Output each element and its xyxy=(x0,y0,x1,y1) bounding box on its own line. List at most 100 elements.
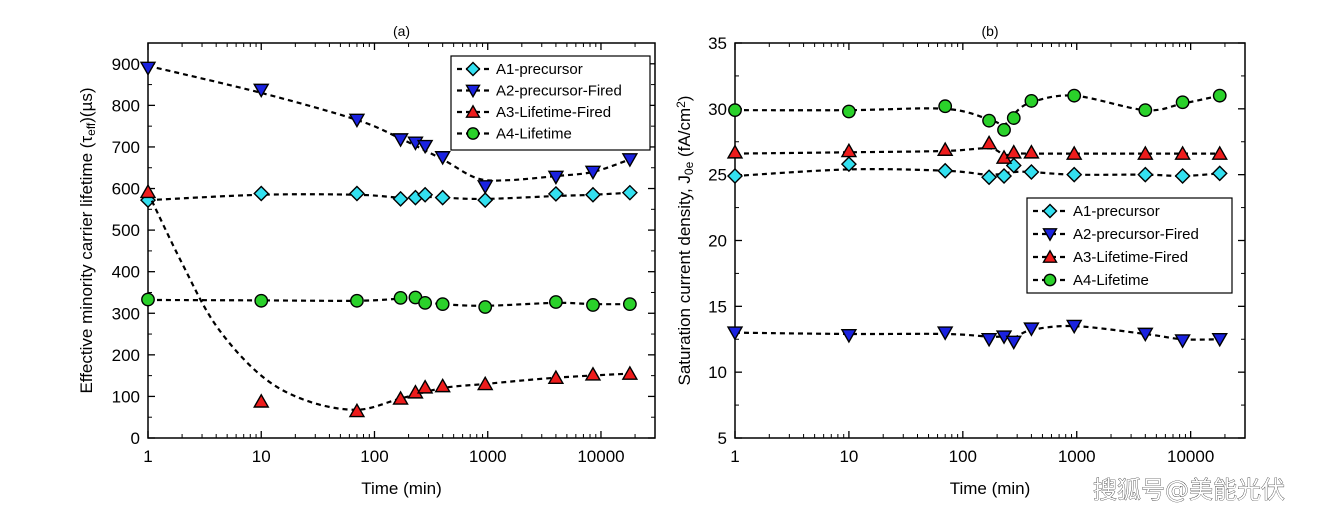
y-tick-label: 400 xyxy=(112,263,140,282)
data-point xyxy=(1175,95,1190,110)
y-axis-label-script: eff xyxy=(84,122,98,136)
plot-frame xyxy=(147,42,656,439)
y-tick-label: 200 xyxy=(112,346,140,365)
data-point xyxy=(418,295,433,310)
legend-label: A1-precursor xyxy=(496,61,583,78)
x-tick-label: 100 xyxy=(360,447,388,466)
legend-marker xyxy=(465,84,481,99)
watermark-text: 搜狐号@美能光伏 xyxy=(1093,476,1285,504)
legend-label: A2-precursor-Fired xyxy=(1073,226,1199,243)
y-tick-label: 700 xyxy=(112,138,140,157)
data-point xyxy=(1211,332,1228,348)
data-point xyxy=(348,185,365,202)
y-axis-label-part: Effective minority carrier lifetime (τ xyxy=(77,136,96,394)
data-point xyxy=(1023,144,1040,159)
y-axis-label-part: (fA/cm xyxy=(675,108,694,162)
data-point xyxy=(393,290,408,305)
y-axis-label: Saturation current density, J0e (fA/cm2) xyxy=(674,96,696,386)
data-point xyxy=(938,99,953,114)
data-point xyxy=(253,83,270,99)
data-point xyxy=(1138,103,1153,118)
data-point xyxy=(139,183,157,199)
y-axis-label-part: Saturation current density, J xyxy=(675,175,694,385)
data-point xyxy=(621,365,639,380)
y-axis-label: Effective minority carrier lifetime (τef… xyxy=(77,87,98,393)
data-point xyxy=(1137,145,1154,160)
data-point xyxy=(584,366,602,381)
legend-label: A3-Lifetime-Fired xyxy=(1073,249,1188,266)
data-point xyxy=(435,297,450,312)
x-tick-label: 1 xyxy=(730,447,739,466)
data-point xyxy=(1211,145,1228,160)
y-tick-label: 5 xyxy=(718,429,727,448)
data-point xyxy=(997,122,1011,137)
y-axis-label-script: 0e xyxy=(682,161,696,175)
data-point xyxy=(348,402,366,418)
data-point xyxy=(982,113,996,128)
panel-title: (b) xyxy=(981,23,998,39)
y-tick-label: 25 xyxy=(708,166,727,185)
y-tick-label: 35 xyxy=(708,34,727,53)
data-point xyxy=(726,326,744,341)
x-tick-label: 10000 xyxy=(1167,447,1214,466)
data-point xyxy=(842,104,856,119)
data-point xyxy=(1023,164,1040,181)
data-point xyxy=(477,192,494,209)
data-point xyxy=(141,292,155,307)
y-tick-label: 0 xyxy=(131,429,140,448)
x-tick-label: 10000 xyxy=(577,447,624,466)
data-point xyxy=(547,369,565,385)
legend-label: A4-Lifetime xyxy=(1073,272,1149,289)
legend-marker xyxy=(1042,203,1058,219)
x-axis-label: Time (min) xyxy=(950,479,1031,498)
data-point xyxy=(584,165,602,180)
panel-b: 1 10 100 1000 10000 5 10 15 20 25 30 35 (b) Time (min… xyxy=(674,23,1246,498)
y-tick-label: 800 xyxy=(112,96,140,115)
panel-a: 1 10 100 1000 10000 0 100 200 300 400 500 600 700 800… xyxy=(77,23,656,498)
legend-marker xyxy=(1042,228,1058,242)
series-fit-line xyxy=(147,192,630,411)
data-point xyxy=(1005,144,1022,159)
data-point xyxy=(434,151,451,166)
data-point xyxy=(586,298,600,312)
data-point xyxy=(981,169,998,186)
data-point xyxy=(392,390,409,405)
data-point xyxy=(840,142,858,158)
data-point xyxy=(1212,88,1227,103)
series-fit-line xyxy=(734,168,1220,178)
data-point xyxy=(416,379,434,394)
series-fit-line xyxy=(147,64,631,182)
legend-marker xyxy=(465,61,481,77)
legend-label: A3-Lifetime-Fired xyxy=(496,104,611,121)
legend-label: A2-precursor-Fired xyxy=(496,83,622,100)
data-point xyxy=(253,185,270,202)
data-point xyxy=(936,326,954,341)
data-point xyxy=(348,113,366,128)
y-tick-label: 10 xyxy=(708,363,727,382)
x-tick-label: 1 xyxy=(143,447,152,466)
y-axis-label-part: )(µs) xyxy=(77,87,96,122)
data-point xyxy=(1137,327,1154,343)
legend-label: A4-Lifetime xyxy=(496,126,572,143)
data-point xyxy=(937,162,954,179)
data-point xyxy=(392,133,409,148)
y-tick-label: 20 xyxy=(708,232,727,251)
x-axis-label: Time (min) xyxy=(361,479,442,498)
x-tick-label: 10 xyxy=(839,447,858,466)
data-point xyxy=(350,293,364,308)
data-point xyxy=(1067,88,1082,103)
x-tick-label: 100 xyxy=(949,447,977,466)
data-point xyxy=(476,375,494,391)
data-point xyxy=(1174,145,1191,160)
data-point xyxy=(622,297,637,312)
legend-marker xyxy=(466,127,480,140)
data-point xyxy=(1005,335,1022,350)
data-point xyxy=(392,190,409,207)
y-axis-label-script: 2 xyxy=(674,101,688,108)
data-point xyxy=(476,180,494,195)
y-tick-label: 15 xyxy=(708,297,727,316)
data-point xyxy=(434,377,451,393)
legend-label: A1-precursor xyxy=(1073,203,1160,220)
y-tick-label: 500 xyxy=(112,221,140,240)
